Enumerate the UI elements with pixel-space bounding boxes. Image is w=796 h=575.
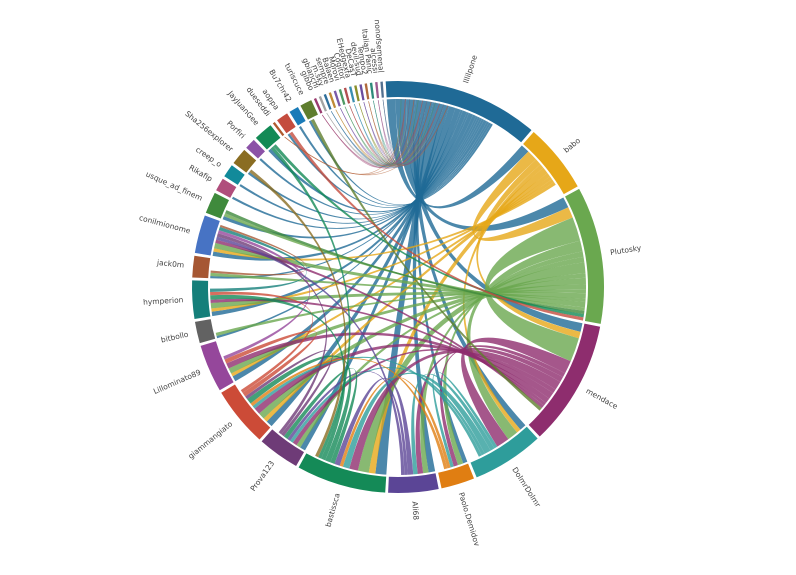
- group-arcs: [192, 80, 605, 494]
- group-label-18: Sha256explorer: [183, 109, 235, 154]
- group-arc-7: [298, 453, 387, 493]
- fan-line-37-2: [377, 100, 440, 165]
- chord-ribbon-22: [308, 120, 493, 206]
- group-arc-4: [470, 426, 538, 478]
- fan-line-21-2: [284, 103, 440, 176]
- chord-ribbon-0: [386, 99, 529, 209]
- fan-line-35-2: [368, 101, 449, 166]
- group-arc-0: [385, 80, 532, 143]
- group-arc-27: [323, 94, 332, 110]
- group-label-7: bastissca: [323, 492, 341, 528]
- group-arc-25: [313, 97, 323, 114]
- chord-ribbon-67: [245, 350, 333, 437]
- group-arc-10: [200, 341, 234, 391]
- group-label-38: nonofsemenal: [373, 19, 386, 73]
- group-arc-15: [205, 192, 229, 219]
- group-arc-30: [338, 89, 346, 106]
- group-arc-11: [194, 319, 216, 344]
- chord-ribbon-58: [339, 376, 451, 469]
- group-label-14: conilmionome: [138, 213, 192, 235]
- group-arc-5: [438, 463, 474, 489]
- group-arc-31: [343, 87, 351, 104]
- group-label-8: Prova123: [248, 459, 276, 493]
- group-label-10: Lillominato89: [152, 368, 202, 396]
- chord-ribbons: [210, 99, 587, 475]
- group-label-3: mendace: [584, 386, 619, 411]
- group-label-37: alcessi: [369, 47, 381, 73]
- group-label-6: Ali68: [410, 501, 420, 521]
- chord-ribbon-63: [283, 367, 358, 464]
- group-arc-19: [246, 139, 265, 159]
- group-label-17: creep_o: [194, 145, 224, 169]
- group-arc-17: [224, 165, 245, 185]
- group-label-9: giammangiato: [186, 419, 234, 461]
- group-label-1: babo: [562, 136, 583, 155]
- group-arc-23: [289, 106, 306, 126]
- group-label-2: Plutosky: [610, 243, 643, 257]
- fan-line-38-2: [382, 99, 445, 165]
- group-arc-16: [216, 178, 237, 198]
- group-arc-22: [277, 113, 296, 134]
- group-arc-35: [364, 83, 370, 100]
- group-label-16: Rikafip: [187, 163, 214, 184]
- group-arc-21: [272, 121, 285, 137]
- chord-ribbon-31: [484, 217, 581, 362]
- group-arc-28: [328, 92, 337, 109]
- group-label-19: Porfiri: [225, 119, 247, 141]
- group-arc-26: [318, 95, 327, 112]
- chord-ribbon-60: [334, 378, 414, 475]
- chord-ribbon-16: [239, 116, 481, 224]
- chord-ribbon-54: [411, 373, 495, 475]
- group-arc-1: [523, 131, 578, 195]
- group-arc-29: [333, 90, 341, 107]
- group-arc-32: [348, 86, 355, 103]
- group-arc-6: [388, 473, 439, 494]
- group-label-0: lllilpone: [461, 53, 479, 84]
- chord-ribbon-44: [461, 337, 571, 447]
- group-arc-12: [192, 280, 211, 319]
- group-arc-18: [233, 149, 257, 173]
- chord-ribbon-23: [472, 151, 573, 242]
- fan-line-36-2: [373, 100, 436, 165]
- group-arc-14: [194, 215, 220, 256]
- group-arc-38: [380, 81, 384, 98]
- chord-ribbon-69: [224, 330, 317, 397]
- group-arc-3: [528, 323, 601, 437]
- group-label-11: bitbollo: [160, 330, 190, 345]
- chord-ribbon-21: [298, 122, 491, 207]
- group-arc-24: [300, 100, 318, 120]
- group-arc-20: [255, 125, 281, 150]
- chord-ribbon-14: [222, 114, 477, 239]
- group-arc-2: [565, 188, 605, 324]
- chord-ribbon-56: [290, 367, 485, 456]
- group-arc-37: [375, 82, 380, 99]
- group-arc-36: [369, 82, 375, 99]
- group-arc-33: [354, 85, 360, 102]
- group-label-12: hymperion: [143, 295, 184, 306]
- chord-ribbon-42: [214, 242, 586, 308]
- chord-ribbon-35: [357, 262, 586, 473]
- group-arc-13: [192, 255, 211, 279]
- group-arc-9: [221, 384, 271, 440]
- group-arc-34: [359, 84, 365, 101]
- group-label-4: DolmrDolmr: [510, 466, 543, 510]
- group-arc-8: [261, 429, 305, 467]
- group-label-5: Paolo.Demidov: [457, 491, 482, 548]
- group-label-13: jack0m: [156, 258, 185, 270]
- chord-ribbon-30: [213, 181, 556, 261]
- chord-ribbon-45: [439, 345, 566, 467]
- chord-ribbon-64: [247, 355, 352, 463]
